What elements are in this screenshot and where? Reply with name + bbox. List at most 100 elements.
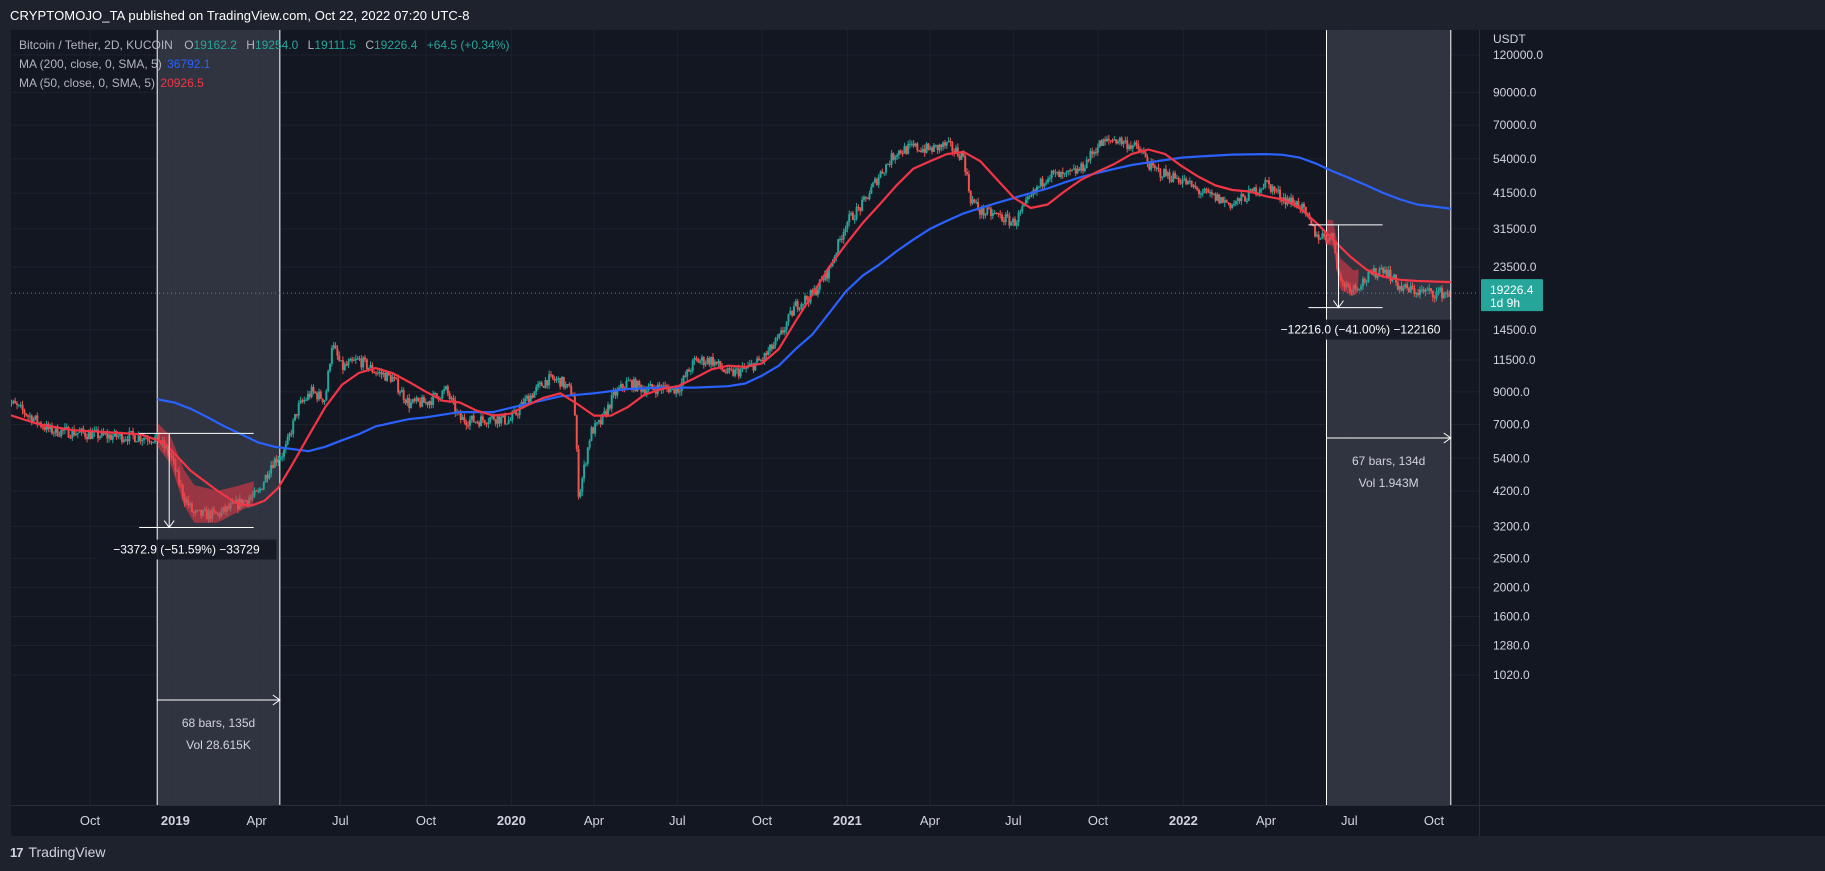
price-axis-tick: 7000.0 [1493, 418, 1530, 432]
candle-body [474, 421, 477, 423]
candle-body [1021, 206, 1024, 212]
candle-body [1085, 159, 1088, 169]
candle-body [382, 373, 385, 375]
candle-body [417, 397, 420, 402]
candle-body [1148, 163, 1151, 170]
candle-body [583, 464, 586, 479]
candle-body [724, 371, 727, 373]
symbol-title[interactable]: Bitcoin / Tether, 2D, KUCOIN [19, 38, 173, 52]
ma200-line [157, 152, 1451, 453]
ma200-legend[interactable]: MA (200, close, 0, SMA, 5) 36792.1 [19, 57, 210, 71]
candle-body [789, 310, 792, 315]
candle-body [56, 426, 59, 436]
candle-body [360, 358, 363, 368]
candle-body [518, 406, 521, 415]
candle-body [527, 395, 530, 404]
candle-body [148, 440, 151, 442]
candle-body [800, 304, 803, 309]
candle-body [1098, 140, 1101, 148]
candle-body [411, 399, 414, 403]
candle-body [978, 209, 981, 215]
candle-body [375, 372, 378, 374]
candle-body [603, 410, 606, 414]
range-volume-label: Vol 28.615K [186, 738, 251, 752]
candle-body [796, 301, 799, 310]
date-range-box [1326, 30, 1451, 805]
candle-body [1255, 187, 1258, 195]
candle-body [367, 367, 370, 370]
candle-body [693, 357, 696, 361]
candle-body [1218, 194, 1221, 204]
candle-body [152, 441, 155, 443]
candle-body [934, 144, 937, 146]
candle-body [1174, 172, 1177, 179]
candle-body [364, 357, 367, 360]
candle-body [695, 357, 698, 360]
candle-body [544, 380, 547, 388]
candle-body [903, 146, 906, 154]
candle-body [719, 361, 722, 368]
candle-body [1144, 152, 1147, 158]
candle-body [1133, 142, 1136, 146]
candle-body [143, 438, 146, 441]
candle-body [415, 397, 418, 402]
candle-body [684, 375, 687, 377]
candle-body [476, 421, 479, 423]
price-axis-tick: 1020.0 [1493, 668, 1530, 682]
candle-body [310, 386, 313, 398]
candle-body [837, 239, 840, 254]
candle-body [595, 422, 598, 424]
candle-body [1061, 171, 1064, 175]
candle-body [459, 413, 462, 420]
footer-brand[interactable]: 17 TradingView [10, 840, 106, 864]
candle-body [441, 390, 444, 399]
candle-body [268, 473, 271, 479]
candle-body [914, 143, 917, 146]
candle-body [314, 391, 317, 393]
candle-body [1037, 186, 1040, 188]
candle-body [1004, 214, 1007, 223]
candle-body [111, 436, 114, 440]
candle-body [115, 431, 118, 437]
candle-body [864, 197, 867, 199]
candle-body [649, 384, 652, 387]
candle-body [577, 449, 580, 497]
price-axis-tick: 2000.0 [1493, 580, 1530, 594]
candle-body [734, 369, 737, 376]
candle-body [1413, 288, 1416, 295]
price-axis-tick: 31500.0 [1493, 222, 1537, 236]
candle-body [36, 415, 39, 424]
candle-body [67, 426, 70, 438]
candle-body [1361, 278, 1364, 287]
candle-body [380, 371, 383, 375]
candle-body [1172, 172, 1175, 182]
time-axis-tick: Apr [1256, 813, 1277, 828]
candle-body [883, 172, 886, 174]
candle-body [1365, 281, 1368, 283]
candle-body [618, 387, 621, 390]
candle-body [362, 357, 365, 368]
candle-body [1135, 142, 1138, 145]
candle-body [470, 415, 473, 420]
price-axis-tick: 5400.0 [1493, 451, 1530, 465]
candle-body [463, 417, 466, 422]
candle-body [542, 386, 545, 388]
ma50-legend[interactable]: MA (50, close, 0, SMA, 5) 20926.5 [19, 76, 204, 90]
candle-body [119, 433, 122, 436]
candle-body [1198, 189, 1201, 195]
chart-area[interactable]: −3372.9 (−51.59%) −33729 −12216.0 (−41.00… [11, 30, 1825, 836]
time-axis-tick: Jul [1005, 813, 1022, 828]
candle-body [297, 403, 300, 416]
candle-body [918, 150, 921, 152]
candle-body [548, 374, 551, 386]
price-chart[interactable]: −3372.9 (−51.59%) −33729 −12216.0 (−41.00… [11, 30, 1825, 836]
candle-body [1444, 292, 1447, 294]
candle-body [1251, 188, 1254, 192]
drop-arrow-head [163, 520, 175, 529]
candle-body [866, 197, 869, 200]
candle-body [32, 418, 35, 423]
price-axis-tick: 1280.0 [1493, 638, 1530, 652]
candle-body [916, 143, 919, 151]
candle-body [783, 329, 786, 333]
candle-body [901, 152, 904, 154]
